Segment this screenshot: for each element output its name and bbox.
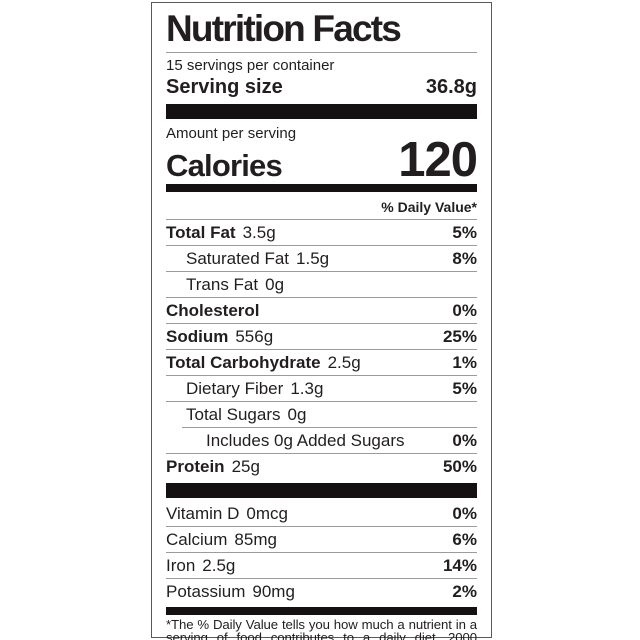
nutrient-dv: 2% [452,582,477,601]
nutrient-name: Total Sugars [186,405,281,424]
nutrient-name: Iron [166,556,196,575]
nutrient-dv: 6% [452,530,477,549]
label-title: Nutrition Facts [166,8,477,53]
nutrient-dv: 0% [452,301,477,320]
nutrient-dv: 25% [442,327,477,346]
nutrient-name: Saturated Fat [186,249,290,268]
nutrition-facts-label: Nutrition Facts 15 servings per containe… [151,2,492,640]
calories-label: Calories [166,148,283,183]
medium-divider-bar [166,607,477,615]
nutrient-amount: 90mg [252,582,295,601]
nutrient-dv: 1% [452,353,477,372]
nutrient-row-total-sugars: Total Sugars 0g [166,402,477,428]
nutrient-amount: 2.5g [327,353,361,372]
amount-per-serving-label: Amount per serving [166,125,297,142]
thick-divider-bar [166,483,477,498]
thick-divider-bar [166,104,477,119]
nutrient-dv: 5% [452,379,477,398]
nutrient-name: Cholesterol [166,301,260,320]
nutrient-row-trans-fat: Trans Fat 0g [166,272,477,298]
nutrient-name: Includes 0g Added Sugars [206,431,405,450]
nutrient-amount: 85mg [234,530,277,549]
nutrient-name: Total Carbohydrate [166,353,321,372]
medium-divider-bar [166,184,477,192]
nutrient-name: Sodium [166,327,229,346]
serving-size-value: 36.8g [425,76,477,98]
calories-row: Calories 120 [166,133,478,187]
nutrient-amount: 3.5g [242,223,276,242]
nutrient-row-total-fat: Total Fat 3.5g 5% [166,220,477,246]
servings-per-container: 15 servings per container [166,57,335,74]
micronutrient-row-potassium: Potassium 90mg 2% [166,579,477,605]
nutrient-amount: 1.5g [296,249,330,268]
nutrient-dv: 8% [452,249,477,268]
nutrient-dv: 5% [452,223,477,242]
nutrient-dv: 0% [452,504,477,523]
nutrient-row-total-carbohydrate: Total Carbohydrate 2.5g 1% [166,350,477,376]
nutrient-row-dietary-fiber: Dietary Fiber 1.3g 5% [166,376,477,402]
nutrient-row-added-sugars: Includes 0g Added Sugars 0% [166,428,477,454]
micronutrient-row-calcium: Calcium 85mg 6% [166,527,477,553]
nutrient-amount: 0g [265,275,285,294]
nutrient-row-sodium: Sodium 556g 25% [166,324,477,350]
daily-value-header: % Daily Value* [166,192,477,220]
footnote: *The % Daily Value tells you how much a … [166,617,477,640]
serving-size-label: Serving size [166,76,283,98]
nutrient-amount: 0mcg [246,504,288,523]
serving-size-row: Serving size 36.8g [166,74,477,104]
nutrient-amount: 556g [235,327,274,346]
nutrient-amount: 1.3g [290,379,324,398]
nutrient-amount: 25g [231,457,260,476]
calories-value: 120 [398,133,478,187]
micronutrient-row-iron: Iron 2.5g 14% [166,553,477,579]
nutrient-row-protein: Protein 25g 50% [166,454,477,480]
nutrient-name: Total Fat [166,223,236,242]
nutrient-dv: 50% [442,457,477,476]
nutrient-row-saturated-fat: Saturated Fat 1.5g 8% [166,246,477,272]
nutrient-amount: 2.5g [202,556,236,575]
nutrient-dv: 0% [452,431,477,450]
nutrient-name: Trans Fat [186,275,259,294]
nutrient-row-cholesterol: Cholesterol 0% [166,298,477,324]
nutrient-rows: Total Fat 3.5g 5% Saturated Fat 1.5g 8% Tr… [166,220,477,605]
micronutrient-row-vitamin-d: Vitamin D 0mcg 0% [166,501,477,527]
nutrient-name: Dietary Fiber [186,379,284,398]
nutrient-name: Protein [166,457,225,476]
nutrient-name: Potassium [166,582,246,601]
nutrient-name: Vitamin D [166,504,240,523]
nutrient-dv: 14% [442,556,477,575]
nutrient-amount: 0g [287,405,307,424]
nutrient-name: Calcium [166,530,228,549]
